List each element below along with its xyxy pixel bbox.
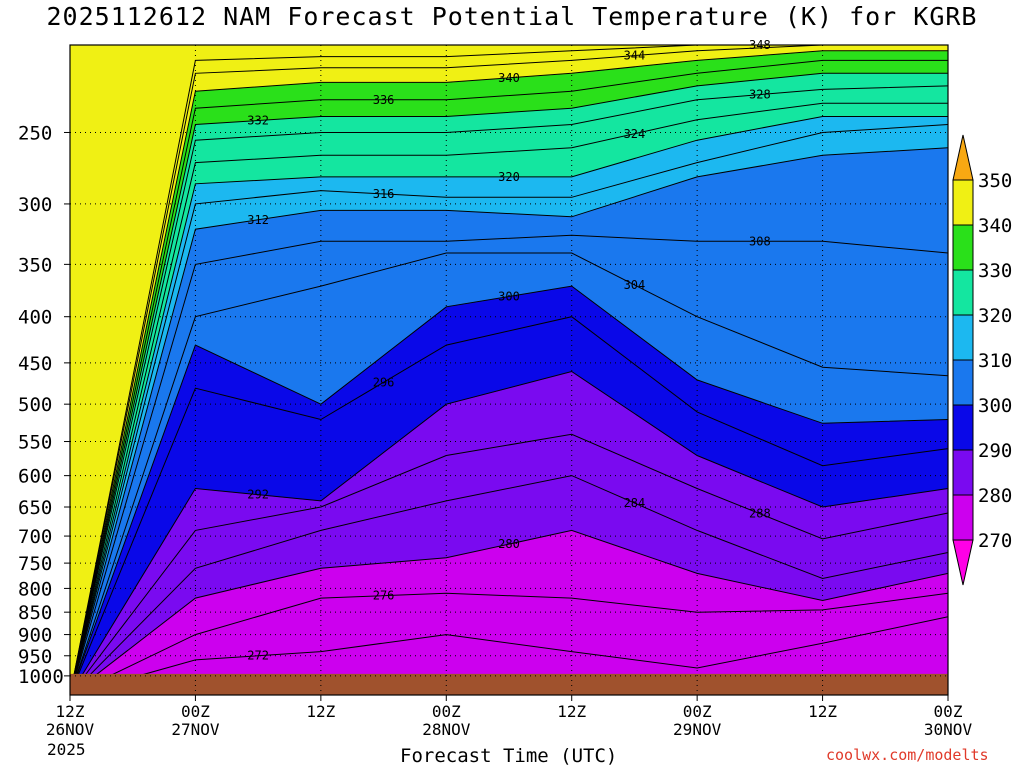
contour-label-328: 328 bbox=[749, 88, 771, 102]
contour-label-344: 344 bbox=[624, 49, 646, 63]
chart-title: 2025112612 NAM Forecast Potential Temper… bbox=[46, 2, 978, 31]
isentrope-344 bbox=[69, 44, 948, 696]
plot-frame bbox=[69, 44, 949, 696]
contour-label-288: 288 bbox=[749, 507, 771, 521]
y-tick-label-1000: 1000 bbox=[18, 666, 64, 688]
colorbar-swatch-310 bbox=[952, 314, 974, 361]
colorbar: 350 340 330 320 310 300 290 280 270 bbox=[952, 134, 1012, 586]
y-tick-label-750: 750 bbox=[18, 553, 52, 575]
isentrope-320 bbox=[69, 116, 948, 696]
x-tick-label-60: 00Z bbox=[683, 702, 712, 721]
colorbar-swatch-300 bbox=[952, 359, 974, 406]
colorbar-label-270: 270 bbox=[978, 530, 1012, 552]
credit-text: coolwx.com/modelts bbox=[826, 746, 989, 764]
isentrope-324 bbox=[69, 102, 948, 696]
colorbar-label-300: 300 bbox=[978, 395, 1012, 417]
y-tick-label-350: 350 bbox=[18, 254, 52, 276]
y-tick-label-300: 300 bbox=[18, 194, 52, 216]
colorbar-bottom-arrow bbox=[952, 539, 974, 586]
contour-labels: 272 276 280 284 288 292 296 300 304 308 312 316 320 3… bbox=[247, 38, 770, 663]
y-tick-label-450: 450 bbox=[18, 353, 52, 375]
potential-temperature-fill bbox=[69, 44, 949, 696]
isentrope-272 bbox=[69, 616, 949, 696]
x-date-label-60: 29NOV bbox=[673, 720, 722, 739]
x-tick-label-0: 12Z bbox=[56, 702, 85, 721]
colorbar-swatch-330 bbox=[952, 224, 974, 271]
contour-label-296: 296 bbox=[373, 375, 395, 389]
colorbar-swatch-320 bbox=[952, 269, 974, 316]
contour-label-340: 340 bbox=[498, 71, 520, 85]
contour-label-280: 280 bbox=[498, 537, 520, 551]
colorbar-label-320: 320 bbox=[978, 305, 1012, 327]
isentrope-288 bbox=[69, 433, 949, 696]
x-tick-label-36: 00Z bbox=[432, 702, 461, 721]
colorbar-label-280: 280 bbox=[978, 485, 1012, 507]
y-tick-label-950: 950 bbox=[18, 646, 52, 668]
contour-label-324: 324 bbox=[624, 127, 646, 141]
x-date-label-84: 30NOV bbox=[924, 720, 973, 739]
y-tick-label-600: 600 bbox=[18, 466, 52, 488]
colorbar-swatch-290 bbox=[952, 404, 974, 451]
x-date-label-12: 27NOV bbox=[171, 720, 220, 739]
isentrope-308 bbox=[69, 234, 949, 696]
colorbar-label-310: 310 bbox=[978, 350, 1012, 372]
colorbar-swatch-270 bbox=[952, 494, 974, 541]
y-tick-label-650: 650 bbox=[18, 497, 52, 519]
contour-label-320: 320 bbox=[498, 170, 520, 184]
contour-label-300: 300 bbox=[498, 289, 520, 303]
isentrope-312 bbox=[69, 147, 949, 696]
isentrope-300 bbox=[69, 285, 949, 696]
colorbar-swatch-340 bbox=[952, 179, 974, 226]
contour-label-272: 272 bbox=[247, 649, 269, 663]
surface-ground bbox=[70, 673, 948, 695]
contour-label-312: 312 bbox=[247, 213, 269, 227]
y-tick-label-800: 800 bbox=[18, 578, 52, 600]
contour-label-304: 304 bbox=[624, 278, 646, 292]
y-axis: 2503003504004505005506006507007508008509… bbox=[18, 122, 70, 688]
isentrope-lines bbox=[69, 44, 949, 696]
y-tick-label-550: 550 bbox=[18, 432, 52, 454]
y-tick-label-400: 400 bbox=[18, 307, 52, 329]
colorbar-swatch-280 bbox=[952, 449, 974, 496]
isentrope-292 bbox=[69, 370, 949, 696]
colorbar-label-340: 340 bbox=[978, 215, 1012, 237]
colorbar-top-arrow bbox=[952, 134, 974, 181]
x-axis-title: Forecast Time (UTC) bbox=[400, 745, 618, 767]
contour-label-332: 332 bbox=[247, 114, 269, 128]
x-tick-label-48: 12Z bbox=[557, 702, 586, 721]
isentrope-332 bbox=[69, 72, 948, 696]
contour-label-336: 336 bbox=[373, 93, 395, 107]
x-tick-label-84: 00Z bbox=[934, 702, 963, 721]
y-tick-label-500: 500 bbox=[18, 394, 52, 416]
isentrope-304 bbox=[69, 252, 949, 696]
x-date-label-0: 26NOV bbox=[46, 720, 95, 739]
x-tick-label-72: 12Z bbox=[808, 702, 837, 721]
isentrope-340 bbox=[69, 50, 948, 696]
x-tick-label-12: 00Z bbox=[181, 702, 210, 721]
isentrope-276 bbox=[69, 592, 949, 696]
contour-label-292: 292 bbox=[247, 488, 269, 502]
y-tick-label-900: 900 bbox=[18, 625, 52, 647]
contour-label-276: 276 bbox=[373, 589, 395, 603]
contour-label-284: 284 bbox=[624, 496, 646, 510]
isentrope-336 bbox=[69, 59, 948, 696]
x-year-label: 2025 bbox=[47, 740, 86, 759]
y-tick-label-850: 850 bbox=[18, 602, 52, 624]
contour-label-316: 316 bbox=[373, 187, 395, 201]
colorbar-label-290: 290 bbox=[978, 440, 1012, 462]
contour-label-308: 308 bbox=[749, 234, 771, 248]
x-tick-label-24: 12Z bbox=[306, 702, 335, 721]
isentrope-328 bbox=[69, 85, 949, 696]
y-tick-label-700: 700 bbox=[18, 526, 52, 548]
x-date-label-36: 28NOV bbox=[422, 720, 471, 739]
isentrope-284 bbox=[69, 475, 949, 696]
y-tick-label-250: 250 bbox=[18, 122, 52, 144]
isentrope-280 bbox=[69, 529, 949, 696]
isentrope-316 bbox=[69, 124, 949, 696]
colorbar-label-350: 350 bbox=[978, 170, 1012, 192]
isentrope-296 bbox=[69, 316, 949, 696]
colorbar-label-330: 330 bbox=[978, 260, 1012, 282]
